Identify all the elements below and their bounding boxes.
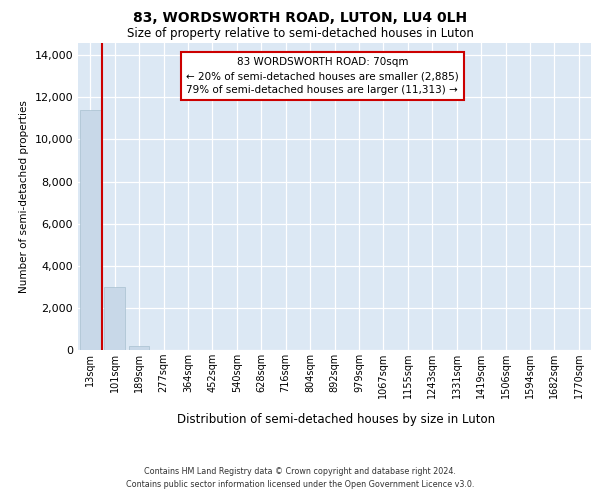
Bar [104,287,125,350]
Text: 83, WORDSWORTH ROAD, LUTON, LU4 0LH: 83, WORDSWORTH ROAD, LUTON, LU4 0LH [133,11,467,25]
Text: 83 WORDSWORTH ROAD: 70sqm
← 20% of semi-detached houses are smaller (2,885)
79% : 83 WORDSWORTH ROAD: 70sqm ← 20% of semi-… [186,57,458,95]
Bar [80,110,101,350]
Bar [128,346,149,350]
Text: Contains HM Land Registry data © Crown copyright and database right 2024.
Contai: Contains HM Land Registry data © Crown c… [126,468,474,489]
Text: Size of property relative to semi-detached houses in Luton: Size of property relative to semi-detach… [127,28,473,40]
Text: Distribution of semi-detached houses by size in Luton: Distribution of semi-detached houses by … [177,412,495,426]
Y-axis label: Number of semi-detached properties: Number of semi-detached properties [19,100,29,292]
